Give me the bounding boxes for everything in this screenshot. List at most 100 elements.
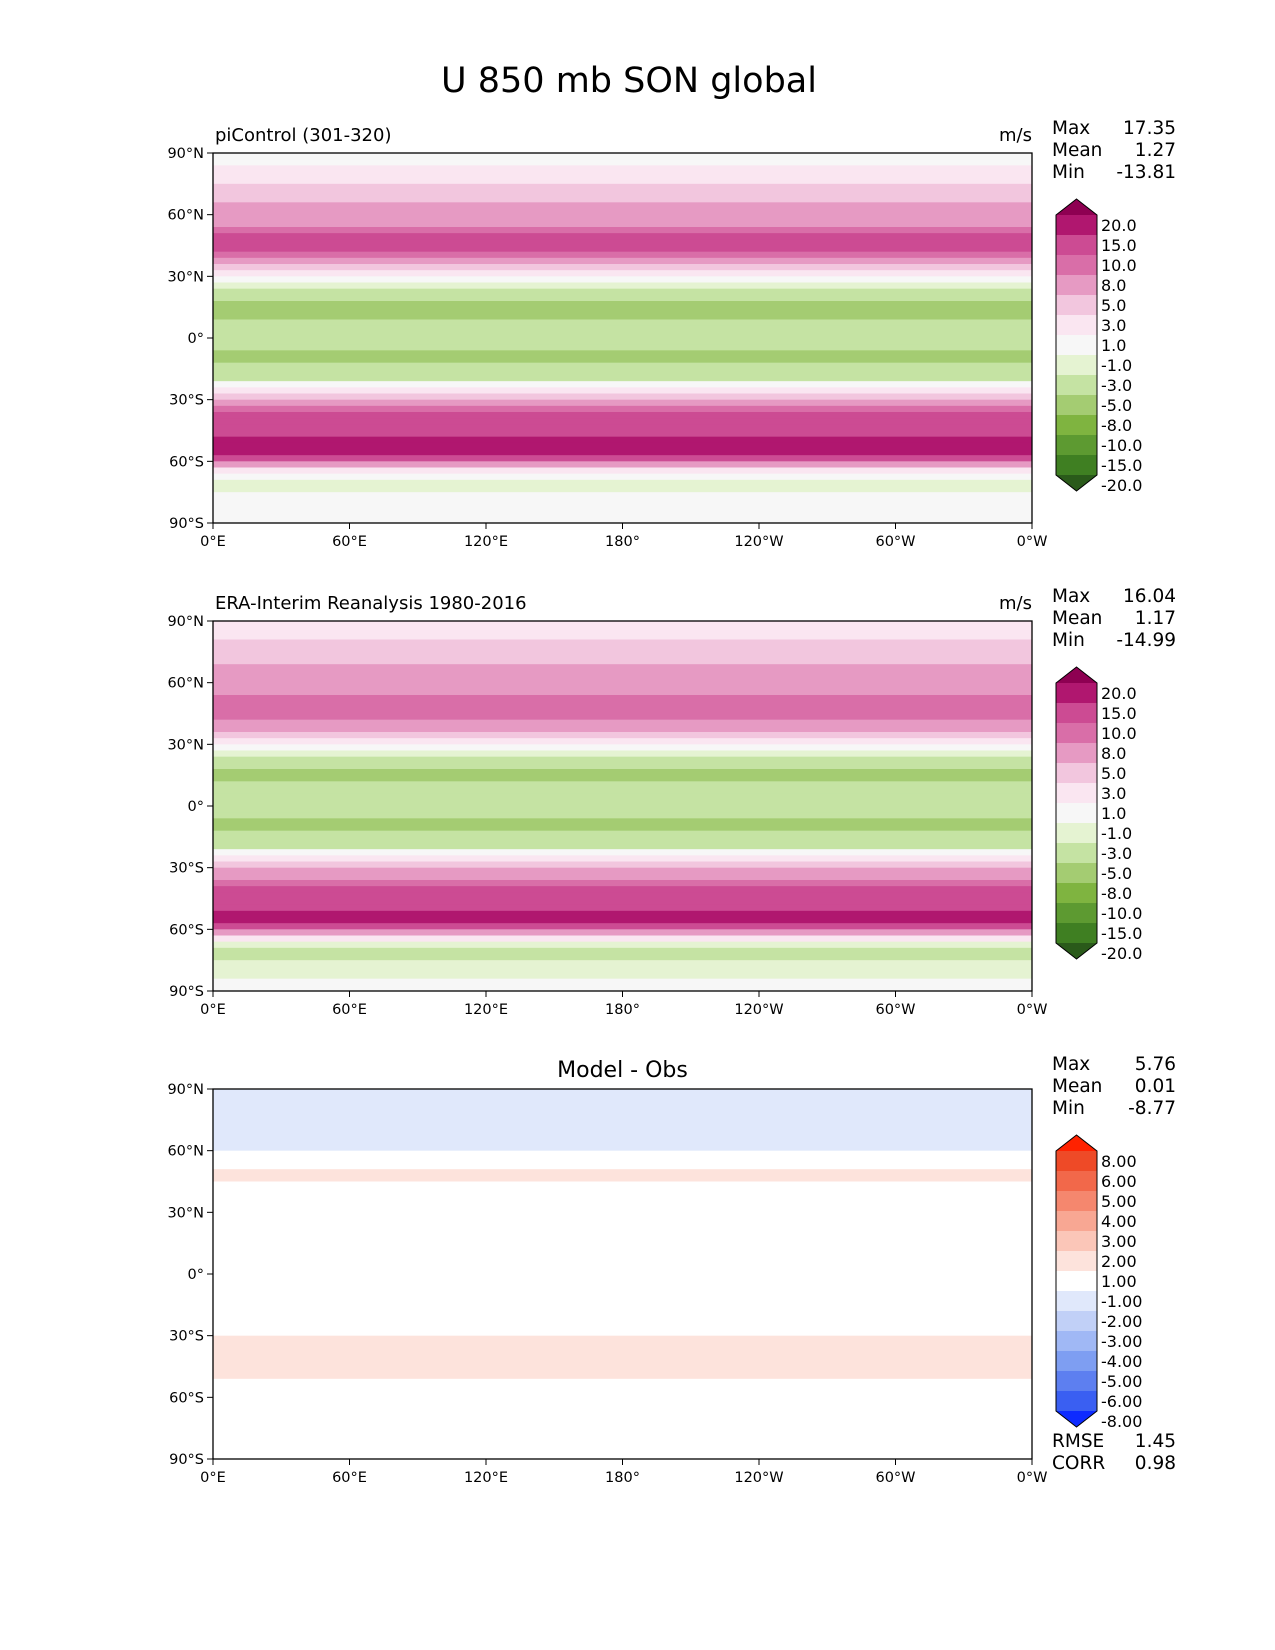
colorbar-label: 5.00	[1101, 1192, 1137, 1211]
lon-tick-label: 120°W	[734, 534, 783, 550]
stat-label: Min	[1052, 1098, 1085, 1119]
field-band	[213, 1354, 1032, 1361]
panel-title: Model - Obs	[557, 1058, 688, 1083]
field-band	[213, 867, 1032, 875]
lon-tick-label: 60°E	[332, 1470, 367, 1486]
field-band	[213, 941, 1032, 949]
field-band	[213, 1224, 1032, 1232]
colorbar: 20.015.010.08.05.03.01.0-1.0-3.0-5.0-8.0…	[1055, 198, 1142, 495]
field-band	[213, 381, 1032, 388]
colorbar-segment	[1056, 783, 1097, 804]
stat-value: 1.17	[1135, 608, 1176, 629]
colorbar-segment	[1056, 335, 1097, 356]
field-band	[213, 264, 1032, 271]
field-band	[213, 1298, 1032, 1306]
field-band	[213, 1200, 1032, 1207]
colorbar-label: -1.0	[1101, 356, 1132, 375]
field-band	[213, 658, 1032, 665]
stat-value: -13.81	[1116, 162, 1176, 183]
field-band	[213, 836, 1032, 844]
lon-tick-label: 0°E	[200, 534, 226, 550]
lon-tick-label: 0°E	[200, 1470, 226, 1486]
field-band	[213, 670, 1032, 678]
stat-value: 16.04	[1123, 586, 1176, 607]
lat-tick-label: 90°S	[169, 1452, 204, 1468]
colorbar-segment	[1056, 683, 1097, 704]
field-band	[213, 904, 1032, 912]
field-band	[213, 498, 1032, 506]
lat-tick-label: 30°S	[169, 1329, 204, 1345]
field-band	[213, 1317, 1032, 1324]
field-band	[213, 843, 1032, 850]
field-band	[213, 473, 1032, 481]
field-band	[213, 633, 1032, 641]
field-band	[213, 744, 1032, 752]
colorbar-label: -4.00	[1101, 1352, 1142, 1371]
field-band	[213, 682, 1032, 690]
colorbar-label: -3.0	[1101, 844, 1132, 863]
units-label: m/s	[999, 593, 1032, 614]
colorbar-label: -15.0	[1101, 456, 1142, 475]
field-band	[213, 1292, 1032, 1300]
stat-label: Mean	[1052, 140, 1102, 161]
lat-tick-label: 90°N	[167, 1082, 204, 1098]
colorbar-segment	[1056, 355, 1097, 376]
colorbar-segment	[1056, 1191, 1097, 1212]
field-band	[213, 676, 1032, 684]
panel-3: Model - Obs 0°E 60°E 120°E 180° 120°W 60°W 0°W 9…	[167, 1054, 1176, 1486]
stat-label: Min	[1052, 162, 1085, 183]
field-band	[213, 886, 1032, 893]
colorbar-label: 10.0	[1101, 256, 1137, 275]
field-band	[213, 738, 1032, 745]
lon-tick-label: 60°E	[332, 534, 367, 550]
lat-tick-label: 90°N	[167, 146, 204, 162]
lon-tick-label: 60°W	[875, 534, 915, 550]
field-band	[213, 732, 1032, 739]
colorbar-label: 20.0	[1101, 684, 1137, 703]
lon-tick-label: 60°E	[332, 1002, 367, 1018]
field-contours	[213, 1089, 1032, 1460]
colorbar-label: -10.0	[1101, 436, 1142, 455]
field-contours	[213, 621, 1032, 992]
field-band	[213, 1311, 1032, 1318]
field-band	[213, 202, 1032, 210]
field-band	[213, 350, 1032, 358]
colorbar-segment	[1056, 1251, 1097, 1272]
stat-label: Max	[1052, 586, 1090, 607]
colorbar-outline	[1055, 198, 1098, 492]
field-band	[213, 1230, 1032, 1238]
colorbar-label: -1.0	[1101, 824, 1132, 843]
field-band	[213, 1323, 1032, 1331]
field-band	[213, 1341, 1032, 1349]
colorbar-label: 2.00	[1101, 1252, 1137, 1271]
field-band	[213, 806, 1032, 813]
field-band	[213, 688, 1032, 696]
colorbar-label: -5.0	[1101, 396, 1132, 415]
colorbar-extend-top	[1056, 1135, 1097, 1151]
field-band	[213, 1428, 1032, 1435]
field-band	[213, 1267, 1032, 1275]
field-band	[213, 1101, 1032, 1109]
colorbar-label: 1.00	[1101, 1272, 1137, 1291]
colorbar-segment	[1056, 1171, 1097, 1192]
colorbar-segment	[1056, 823, 1097, 844]
colorbar-label: 8.00	[1101, 1152, 1137, 1171]
field-band	[213, 1156, 1032, 1164]
colorbar-extend-top	[1056, 199, 1097, 215]
lon-tick-label: 60°W	[875, 1470, 915, 1486]
stat-label: CORR	[1052, 1453, 1105, 1474]
lat-tick-label: 0°	[188, 799, 204, 815]
field-band	[213, 1415, 1032, 1423]
field-band	[213, 910, 1032, 918]
field-band	[213, 855, 1032, 863]
field-band	[213, 276, 1032, 284]
colorbar-label: -1.00	[1101, 1292, 1142, 1311]
field-band	[213, 1372, 1032, 1380]
panel-title: piControl (301-320)	[215, 125, 391, 146]
lat-tick-label: 30°N	[167, 269, 204, 285]
colorbar-segment	[1056, 415, 1097, 436]
colorbar-segment	[1056, 903, 1097, 924]
lat-tick-label: 0°	[188, 331, 204, 347]
field-band	[213, 387, 1032, 395]
